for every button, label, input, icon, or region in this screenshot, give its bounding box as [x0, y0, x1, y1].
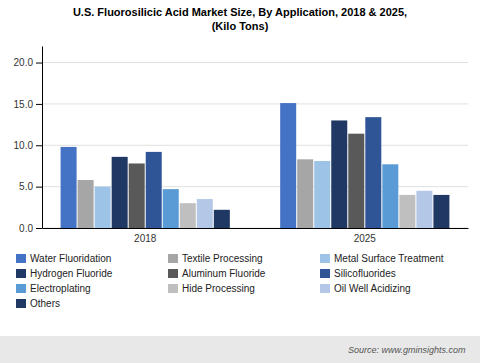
bar — [146, 152, 162, 228]
grid-line — [42, 103, 468, 104]
legend-label: Aluminum Fluoride — [182, 268, 266, 279]
legend-item: Hydrogen Fluoride — [16, 268, 113, 279]
legend-item: Oil Well Acidizing — [320, 283, 411, 294]
legend-label: Hide Processing — [182, 283, 255, 294]
bar — [348, 134, 364, 228]
legend-swatch — [16, 254, 26, 263]
bar — [163, 189, 179, 228]
legend-label: Textile Processing — [182, 253, 263, 264]
y-tick-mark — [36, 228, 42, 229]
bar — [314, 161, 330, 228]
source-text: Source: www.gminsights.com — [348, 345, 466, 355]
bar — [280, 103, 296, 228]
y-tick: 20.0 — [14, 57, 42, 68]
y-tick-mark — [36, 145, 42, 146]
bar — [112, 157, 128, 228]
grid-line — [42, 62, 468, 63]
y-tick-label: 15.0 — [14, 99, 34, 110]
chart: U.S. Fluorosilicic Acid Market Size, By … — [0, 0, 480, 363]
legend-item: Electroplating — [16, 283, 91, 294]
legend-label: Metal Surface Treatment — [334, 253, 444, 264]
bar — [214, 210, 230, 228]
legend-item: Textile Processing — [168, 253, 263, 264]
legend-item: Hide Processing — [168, 283, 255, 294]
legend-swatch — [16, 284, 26, 293]
legend-label: Silicofluorides — [334, 268, 396, 279]
legend-swatch — [16, 269, 26, 278]
legend-swatch — [320, 284, 330, 293]
source-bar — [0, 336, 480, 363]
bar — [297, 159, 313, 228]
x-axis: 2018 2025 — [43, 229, 469, 245]
y-tick-mark — [36, 187, 42, 188]
legend-item: Aluminum Fluoride — [168, 268, 266, 279]
bar — [382, 164, 398, 228]
x-tick: 2025 — [354, 233, 377, 244]
x-tick-label: 2025 — [354, 233, 377, 244]
bars — [61, 103, 450, 228]
bar — [433, 195, 449, 228]
bar — [331, 120, 347, 228]
bar — [61, 147, 77, 228]
legend-item: Water Fluoridation — [16, 253, 111, 264]
bar — [365, 117, 381, 228]
title: U.S. Fluorosilicic Acid Market Size, By … — [73, 6, 407, 18]
legend-label: Oil Well Acidizing — [334, 283, 411, 294]
x-tick-label: 2018 — [134, 233, 157, 244]
y-tick: 5.0 — [19, 181, 42, 192]
bar — [197, 199, 213, 228]
grid-line — [42, 145, 468, 146]
y-tick-mark — [36, 63, 42, 64]
legend-swatch — [320, 269, 330, 278]
y-axis-line — [42, 47, 43, 229]
plot: 0.0 5.0 10.0 15.0 20.0 2018 2025 — [14, 47, 469, 245]
legend-label: Electroplating — [30, 283, 91, 294]
legend-item: Silicofluorides — [320, 268, 396, 279]
legend-item: Others — [16, 298, 60, 309]
legend-swatch — [320, 254, 330, 263]
bar — [78, 180, 94, 228]
x-axis-line — [43, 228, 469, 229]
legend-swatch — [168, 269, 178, 278]
bar — [95, 187, 111, 228]
legend-swatch — [168, 284, 178, 293]
bar — [129, 163, 145, 228]
bar — [416, 191, 432, 228]
y-tick: 0.0 — [19, 223, 42, 234]
bar — [180, 203, 196, 228]
y-tick-label: 20.0 — [14, 57, 34, 68]
x-tick: 2018 — [134, 233, 157, 244]
legend: Water Fluoridation Textile Processing Meta… — [16, 253, 444, 309]
y-tick-label: 10.0 — [14, 140, 34, 151]
legend-swatch — [16, 299, 26, 308]
y-axis: 0.0 5.0 10.0 15.0 20.0 — [14, 47, 43, 234]
legend-label: Others — [30, 298, 60, 309]
y-tick-label: 0.0 — [19, 223, 33, 234]
y-tick: 10.0 — [14, 140, 42, 151]
legend-label: Hydrogen Fluoride — [30, 268, 113, 279]
y-tick: 15.0 — [14, 99, 42, 110]
grid — [42, 63, 468, 228]
legend-swatch — [168, 254, 178, 263]
subtitle: (Kilo Tons) — [212, 20, 269, 32]
bar — [399, 195, 415, 228]
y-tick-mark — [36, 104, 42, 105]
legend-item: Metal Surface Treatment — [320, 253, 444, 264]
legend-label: Water Fluoridation — [30, 253, 111, 264]
y-tick-label: 5.0 — [19, 181, 33, 192]
